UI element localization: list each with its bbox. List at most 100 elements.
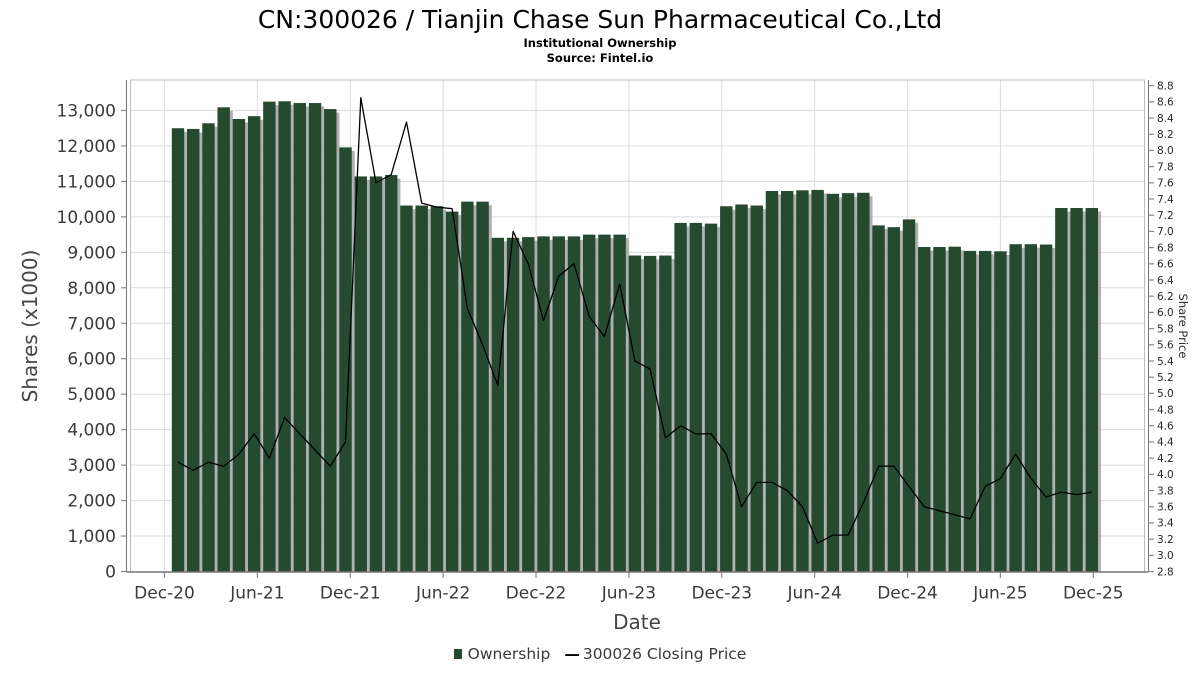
ownership-bar (689, 222, 703, 572)
y-left-tick-label: 1,000 (67, 527, 116, 547)
plot-frame (126, 79, 1149, 573)
ownership-bar (583, 234, 596, 572)
x-tick-label: Dec-20 (134, 584, 195, 604)
y-left-tick-label: 8,000 (67, 279, 116, 299)
ownership-bar (537, 236, 550, 572)
y-right-tick-label: 8.8 (1157, 80, 1174, 92)
ownership-bar (781, 190, 794, 572)
ownership-bar (659, 255, 672, 572)
y-right-tick-label: 3.6 (1157, 502, 1174, 514)
ownership-bar (202, 123, 215, 572)
y-right-tick-label: 4.4 (1157, 437, 1174, 449)
ownership-bar (461, 201, 474, 572)
y-right-tick-label: 6.4 (1157, 275, 1174, 287)
y-tick-labels-left: 0 1,000 2,000 3,000 4,000 5,000 6,000 7,000 8,00… (57, 101, 116, 582)
ownership-bar (933, 247, 946, 572)
ownership-bar (263, 101, 276, 572)
x-tick-label: Dec-25 (1063, 584, 1124, 604)
ownership-bar (400, 205, 413, 572)
ownership-bar (811, 189, 824, 572)
y-right-tick-label: 4.8 (1157, 404, 1174, 416)
ownership-bar (415, 205, 428, 572)
ownership-bar (430, 206, 444, 572)
ownership-bar (354, 176, 367, 572)
ownership-bar (445, 211, 459, 572)
y-right-tick-label: 5.8 (1157, 323, 1174, 335)
y-right-tick-label: 3.2 (1157, 534, 1174, 546)
y-right-tick-label: 2.8 (1157, 566, 1174, 578)
ownership-bar (491, 237, 505, 572)
ownership-bar (339, 147, 352, 572)
ownership-bar (598, 234, 611, 572)
y-left-tick-label: 7,000 (67, 314, 116, 334)
ownership-bar (187, 128, 200, 572)
source-label: Source: Fintel.io (546, 51, 654, 65)
ownership-bar (628, 255, 642, 572)
ownership-bar (826, 193, 840, 572)
y-left-tick-label: 9,000 (67, 243, 116, 263)
x-tick-label: Jun-21 (229, 584, 284, 604)
ownership-bar (750, 205, 763, 572)
ownership-bar (643, 255, 657, 572)
x-tick-label: Jun-23 (601, 584, 656, 604)
ownership-bar (704, 223, 718, 572)
y-right-tick-label: 8.0 (1157, 145, 1174, 157)
ownership-bar (841, 193, 855, 572)
y-right-tick-label: 6.6 (1157, 259, 1174, 271)
ownership-bar (978, 250, 992, 572)
ownership-bar (720, 206, 733, 572)
y-axis-left-title: Shares (x1000) (18, 249, 42, 403)
y-right-tick-label: 8.6 (1157, 97, 1174, 109)
y-right-tick-label: 7.0 (1157, 226, 1174, 238)
ownership-bar (765, 190, 779, 572)
x-tick-label: Jun-24 (786, 584, 841, 604)
y-right-tick-label: 6.2 (1157, 291, 1174, 303)
ownership-bar (1055, 208, 1068, 572)
ownership-bar (902, 219, 916, 572)
page-title: CN:300026 / Tianjin Chase Sun Pharmaceut… (257, 5, 943, 34)
ownership-bar (369, 176, 383, 572)
ownership-bar (1085, 208, 1098, 572)
ownership-bar (293, 103, 307, 572)
ownership-bar (324, 109, 337, 572)
y-right-tick-label: 4.0 (1157, 469, 1174, 481)
y-right-tick-label: 6.0 (1157, 307, 1174, 319)
ownership-bar (385, 175, 398, 572)
legend-ownership-label: Ownership (467, 645, 551, 663)
ownership-bar (1009, 244, 1022, 572)
tick-marks (121, 85, 1154, 578)
y-right-tick-label: 5.0 (1157, 388, 1174, 400)
ownership-bar (308, 103, 322, 572)
y-right-tick-label: 3.8 (1157, 485, 1174, 497)
y-left-tick-label: 13,000 (57, 101, 116, 121)
ownership-bar (247, 116, 261, 572)
ownership-bar (552, 236, 565, 572)
ownership-bar (948, 246, 961, 572)
ownership-bar (918, 247, 931, 572)
page-subtitle: Institutional Ownership (523, 36, 677, 50)
y-right-tick-label: 6.8 (1157, 242, 1174, 254)
y-left-tick-label: 0 (105, 563, 116, 583)
legend: Ownership — 300026 Closing Price (0, 645, 1200, 663)
x-tick-label: Dec-22 (506, 584, 567, 604)
y-right-tick-label: 5.2 (1157, 372, 1174, 384)
y-left-tick-label: 12,000 (57, 137, 116, 157)
y-right-tick-label: 4.6 (1157, 421, 1174, 433)
ownership-bar (1070, 208, 1083, 572)
y-left-tick-label: 3,000 (67, 456, 116, 476)
x-tick-label: Jun-22 (415, 584, 470, 604)
ownership-bar (857, 192, 870, 572)
y-right-tick-label: 3.0 (1157, 550, 1174, 562)
y-right-tick-label: 8.2 (1157, 129, 1174, 141)
legend-price-label: 300026 Closing Price (582, 645, 747, 663)
ownership-bar (887, 227, 901, 572)
ownership-bar (232, 119, 246, 572)
ownership-bar (613, 234, 626, 572)
y-right-tick-label: 8.4 (1157, 113, 1174, 125)
ownership-bars (171, 101, 1101, 572)
x-tick-labels: Dec-20 Jun-21 Dec-21 Jun-22 Dec-22 Jun-23 Dec-… (134, 584, 1123, 604)
y-right-tick-label: 7.8 (1157, 161, 1174, 173)
ownership-swatch-icon (453, 649, 462, 659)
y-left-tick-label: 4,000 (67, 421, 116, 441)
